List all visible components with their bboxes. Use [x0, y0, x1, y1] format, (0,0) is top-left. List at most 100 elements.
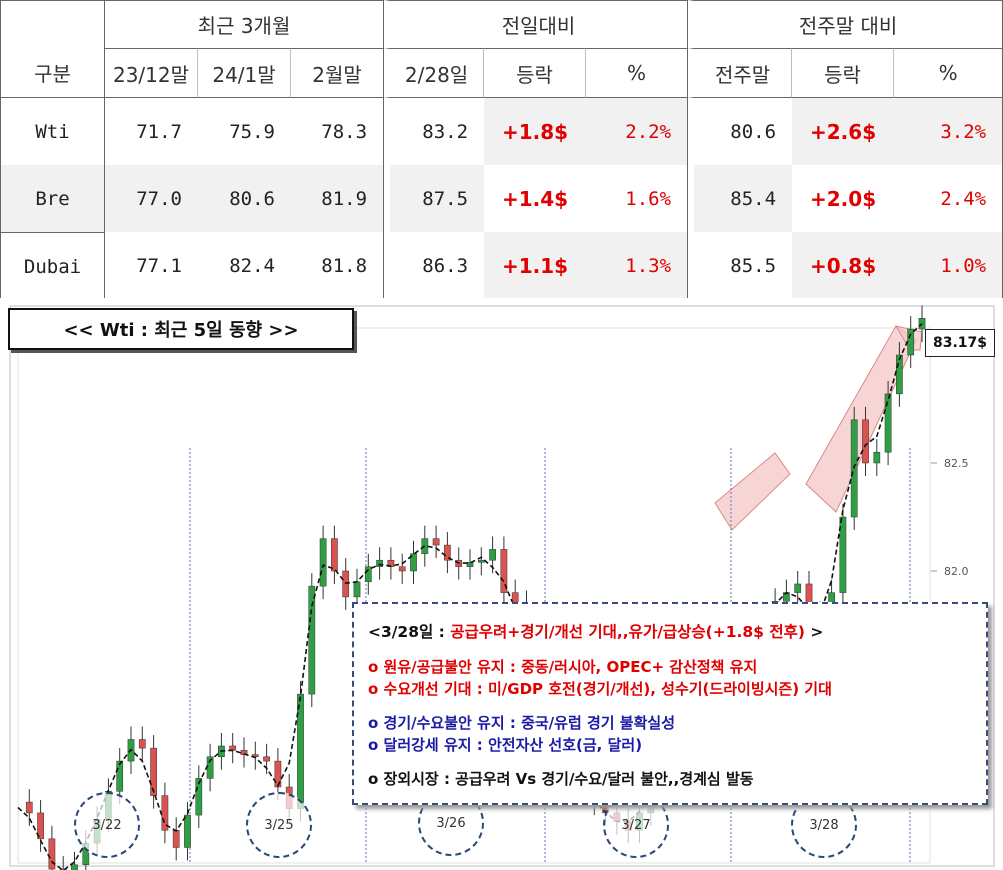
cell-change: +1.1$ [484, 232, 587, 301]
candle-body [432, 538, 440, 546]
day-label: 3/25 [246, 792, 312, 858]
group-header-prev-day: 전일대비 [384, 0, 689, 48]
table-row: Dubai 77.1 82.4 81.8 86.3 +1.1$ 1.3% 85.… [0, 232, 1003, 301]
candle-body [25, 801, 33, 814]
candle-body [794, 583, 802, 593]
candle-body [319, 538, 327, 587]
candle-body [477, 559, 485, 563]
candle-body [862, 419, 869, 464]
cell-prev-week: 80.6 [688, 98, 793, 165]
candle-body [500, 549, 508, 593]
candle-body [308, 585, 316, 695]
candle-body [195, 778, 203, 816]
candle-body [410, 553, 417, 572]
last-price-label: 83.17$ [925, 329, 995, 357]
news-bullet-offmarket: o 장외시장 : 공급우려 Vs 경기/수요/달러 불안,,경계심 발동 [368, 770, 754, 788]
news-summary-box: <3/28일 : 공급우려+경기/개선 기대,,유가/급상승(+1.8$ 전후)… [352, 602, 988, 805]
cell-jan: 80.6 [198, 165, 291, 232]
col-header-change: 등락 [484, 48, 587, 98]
candle-body [263, 756, 270, 762]
candle-body [376, 559, 383, 567]
trend-channel [714, 452, 791, 531]
price-table: 최근 3개월 전일대비 전주말 대비 구분 23/12말 24/1말 2월말 2… [0, 0, 1003, 301]
col-header-prev-week: 전주말 [688, 48, 793, 98]
candle-body [138, 739, 146, 749]
cell-dec: 77.1 [105, 232, 198, 301]
chart-title: << Wti : 최근 5일 동향 >> [8, 308, 354, 350]
news-headline-prefix: <3/28일 : [368, 623, 451, 641]
news-bullet-dollar: o 달러강세 유지 : 안전자산 선호(금, 달러) [368, 736, 643, 754]
cell-dec: 71.7 [105, 98, 198, 165]
cell-date: 83.2 [384, 98, 485, 165]
cell-pct: 1.3% [586, 232, 689, 301]
col-header-jan: 24/1말 [198, 48, 291, 98]
table-corner [0, 0, 105, 48]
candle-body [896, 354, 903, 395]
candle-body [172, 829, 180, 848]
candle-body [466, 562, 474, 567]
col-header-date: 2/28일 [384, 48, 485, 98]
cell-prev-week: 85.4 [688, 165, 793, 232]
col-header-feb: 2월말 [291, 48, 385, 98]
cell-change: +1.4$ [484, 165, 587, 232]
news-bullet-supply: o 원유/공급불안 유지 : 중동/러시아, OPEC+ 감산정책 유지 [368, 658, 758, 676]
row-label: Bre [0, 165, 105, 232]
cell-change: +1.8$ [484, 98, 587, 165]
candle-body [150, 747, 157, 796]
col-header-category: 구분 [0, 48, 105, 98]
table-row: Wti 71.7 75.9 78.3 83.2 +1.8$ 2.2% 80.6 … [0, 98, 1003, 165]
col-header-change2: 등락 [792, 48, 895, 98]
candle-body [364, 566, 372, 583]
chart-panel: 82.582.081.581.0 << Wti : 최근 5일 동향 >> 83… [0, 298, 1003, 870]
candle-body [918, 318, 926, 330]
cell-jan: 75.9 [198, 98, 291, 165]
candle-body [839, 516, 847, 593]
cell-jan: 82.4 [198, 232, 291, 301]
col-header-pct2: % [894, 48, 1003, 98]
news-headline: <3/28일 : 공급우려+경기/개선 기대,,유가/급상승(+1.8$ 전후)… [368, 620, 986, 642]
cell-pct: 2.2% [586, 98, 689, 165]
cell-date: 87.5 [384, 165, 485, 232]
candle-body [274, 760, 282, 788]
y-tick-label: 82.5 [944, 457, 969, 470]
candle-body [873, 451, 881, 464]
cell-date: 86.3 [384, 232, 485, 301]
candle-body [884, 393, 892, 453]
col-header-dec: 23/12말 [105, 48, 198, 98]
cell-pct2: 2.4% [894, 165, 1003, 232]
cell-feb: 81.9 [291, 165, 385, 232]
candle-body [444, 544, 451, 561]
cell-prev-week: 85.5 [688, 232, 793, 301]
cell-dec: 77.0 [105, 165, 198, 232]
candle-body [398, 566, 406, 572]
news-bullet-demand: o 수요개선 기대 : 미/GDP 호전(경기/개선), 성수기(드라이빙시즌)… [368, 680, 832, 698]
candle-body [37, 812, 44, 840]
y-tick-label: 82.0 [944, 565, 969, 578]
candle-body [489, 549, 496, 561]
row-label: Wti [0, 98, 105, 165]
col-header-pct: % [586, 48, 689, 98]
cell-feb: 78.3 [291, 98, 385, 165]
candle-body [353, 581, 361, 598]
cell-change2: +0.8$ [792, 232, 895, 301]
news-headline-suffix: > [804, 623, 824, 641]
candle-body [297, 693, 304, 809]
cell-change2: +2.6$ [792, 98, 895, 165]
candle-body [71, 864, 78, 870]
table-row: Bre 77.0 80.6 81.9 87.5 +1.4$ 1.6% 85.4 … [0, 165, 1003, 232]
candle-body [331, 538, 338, 572]
candle-body [116, 760, 124, 792]
day-label: 3/22 [74, 792, 140, 858]
news-bullet-economy: o 경기/수요불안 유지 : 중국/유럽 경기 불확실성 [368, 714, 675, 732]
cell-pct2: 1.0% [894, 232, 1003, 301]
row-label: Dubai [0, 232, 105, 301]
group-header-prev-week: 전주말 대비 [688, 0, 1003, 48]
group-header-recent: 최근 3개월 [105, 0, 385, 48]
candle-body [907, 328, 915, 356]
cell-feb: 81.8 [291, 232, 385, 301]
candle-body [48, 838, 56, 870]
news-headline-main: 공급우려+경기/개선 기대,,유가/급상승(+1.8$ 전후) [450, 623, 805, 641]
candle-body [184, 814, 191, 848]
cell-change2: +2.0$ [792, 165, 895, 232]
cell-pct: 1.6% [586, 165, 689, 232]
